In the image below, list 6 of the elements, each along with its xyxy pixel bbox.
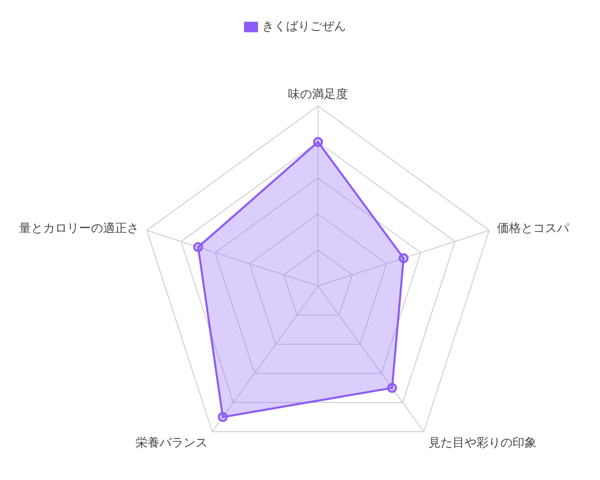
spoke-label: 量とカロリーの適正さ <box>19 221 140 236</box>
legend-label: きくばりごぜん <box>262 19 346 33</box>
spoke-label: 味の満足度 <box>288 87 348 101</box>
spoke-label: 価格とコスパ <box>496 221 570 236</box>
spoke-label: 見た目や彩りの印象 <box>428 436 537 450</box>
spoke-label: 栄養バランス <box>135 436 208 450</box>
